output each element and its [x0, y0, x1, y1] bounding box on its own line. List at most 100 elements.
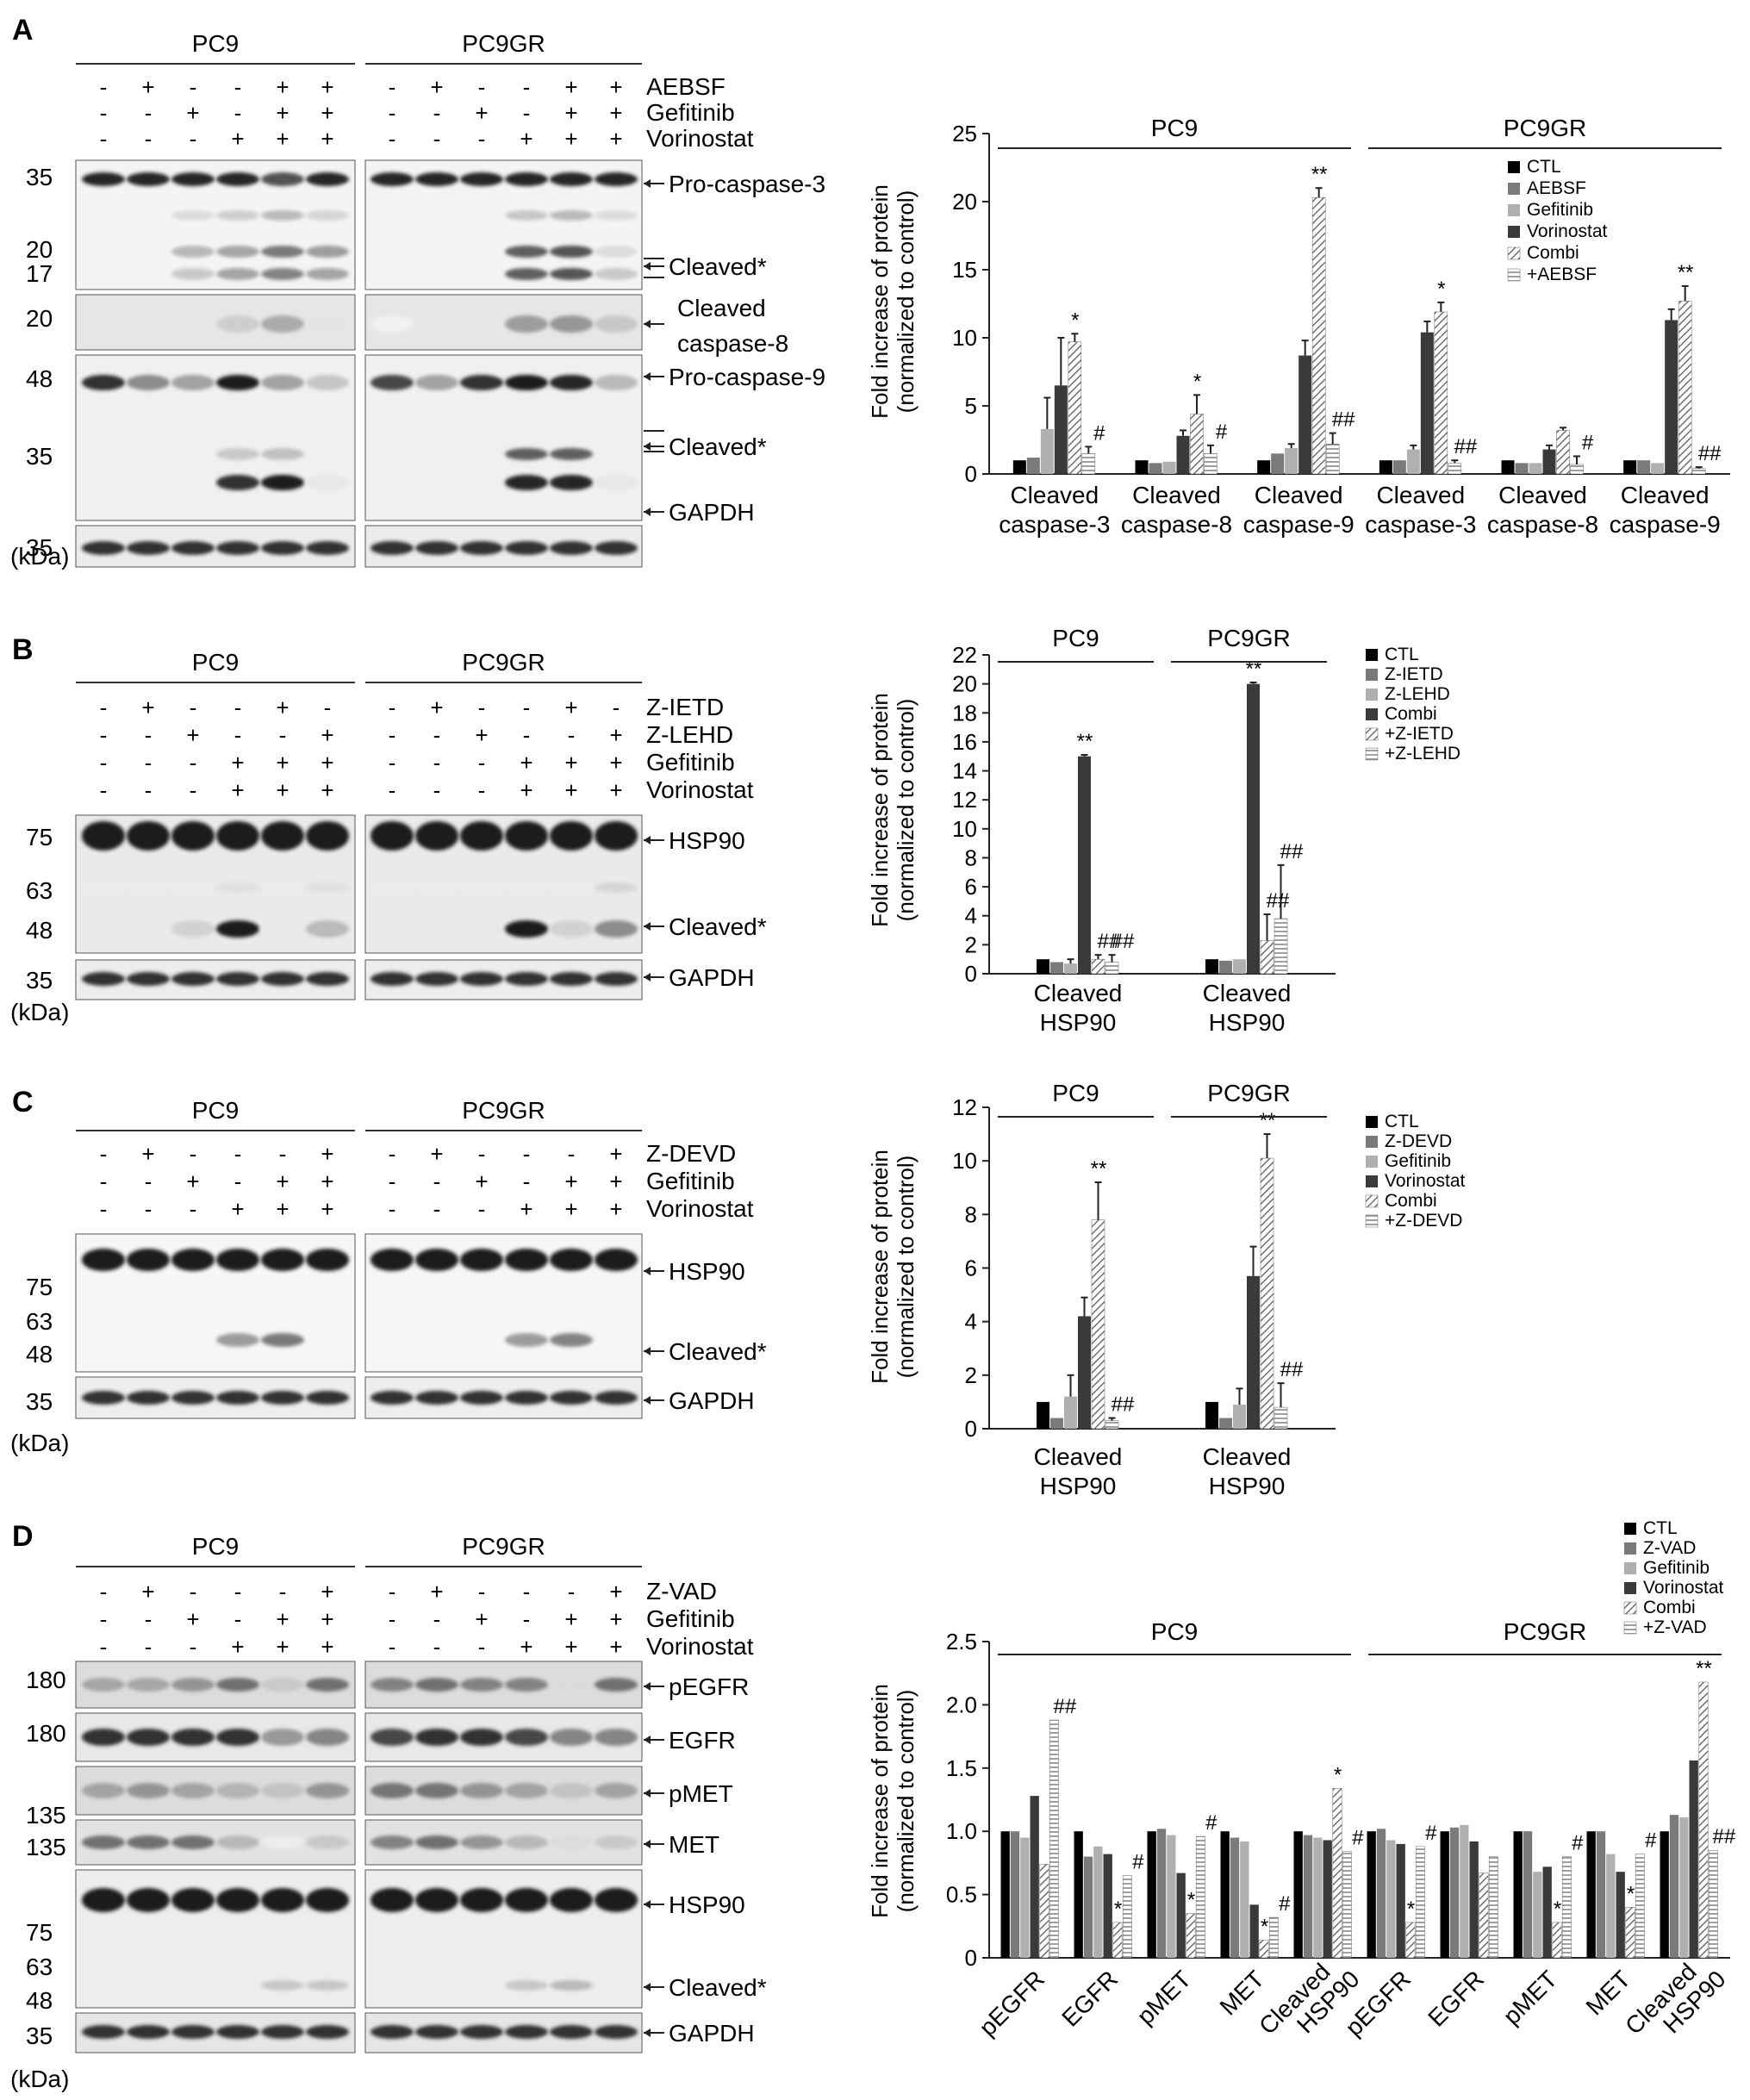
bar [1420, 332, 1434, 474]
bar [1083, 1856, 1093, 1958]
blot-band [505, 920, 548, 938]
category-label: caspase-3 [999, 511, 1110, 538]
blot-band [127, 1729, 170, 1746]
significance-mark: # [1645, 1829, 1657, 1853]
blot-band [82, 541, 125, 555]
band-arrowhead [644, 2028, 651, 2037]
significance-mark: ## [1098, 930, 1121, 953]
treatment-sign: + [609, 722, 622, 748]
blot-band [550, 541, 593, 555]
kda-marker: 35 [26, 443, 53, 470]
treatment-sign: - [279, 1141, 287, 1167]
y-axis-title: Fold increase of protein (normalized to c… [867, 1684, 919, 1918]
blot-band [595, 210, 638, 221]
bar [1195, 1835, 1205, 1959]
blot-band [505, 1333, 548, 1347]
bar [1386, 1840, 1396, 1958]
significance-mark: * [1407, 1897, 1415, 1921]
band-arrowhead [644, 922, 651, 931]
bar [1332, 1788, 1342, 1959]
blot-band [171, 1729, 215, 1746]
band-arrowhead [644, 1900, 651, 1909]
band-arrowhead [644, 1396, 651, 1405]
treatment-sign: - [433, 100, 441, 126]
blot-band [261, 972, 304, 986]
category-label: Cleaved [1034, 980, 1123, 1006]
bar [1311, 197, 1326, 475]
blot-band [415, 1678, 458, 1692]
y-tick-label: 12 [952, 787, 977, 813]
legend-label: CTL [1385, 645, 1419, 664]
treatment-sign: - [389, 722, 396, 748]
category-label: caspase-8 [1487, 511, 1598, 538]
treatment-sign: + [564, 1606, 577, 1632]
blot-panel-3: PC9 PC9GR- -+ +- -- -- -+ + Z-VAD- -- -+ +- -+ ++ + Gef… [10, 1533, 767, 2092]
bar [1635, 1854, 1645, 1959]
treatment-sign: + [321, 126, 333, 152]
y-tick-label: 4 [965, 903, 977, 929]
bar [1392, 460, 1406, 474]
kda-marker: 48 [26, 1987, 53, 2014]
bar [1367, 1831, 1376, 1958]
bar [1240, 1841, 1249, 1958]
band-label: EGFR [669, 1727, 736, 1754]
treatment-sign: + [609, 750, 622, 776]
treatment-sign: + [186, 722, 199, 748]
treatment-sign: + [430, 1579, 443, 1605]
bar [1691, 468, 1706, 475]
bar [1323, 1840, 1332, 1958]
blot-panel-0: PC9 PC9GR- -+ +- -- -+ ++ + AEBSF- -- -+ +- -+ ++ + Gef… [10, 30, 825, 570]
y-tick-label: 25 [952, 121, 977, 146]
blot-band [216, 541, 259, 555]
treatment-sign: - [279, 722, 287, 748]
blot-band [505, 2025, 548, 2039]
kda-marker: 180 [26, 1720, 66, 1747]
blot-band [550, 2025, 593, 2039]
blot-band [216, 2025, 259, 2039]
blot-band [216, 1783, 259, 1798]
bar [1488, 1856, 1498, 1959]
significance-mark: # [1572, 1832, 1584, 1855]
treatment-name: Vorinostat [646, 125, 754, 152]
band-arrowhead [644, 973, 651, 981]
blot-band [550, 448, 593, 460]
treatment-sign: + [564, 126, 577, 152]
category-label: caspase-9 [1610, 511, 1721, 538]
legend-swatch [1624, 1562, 1636, 1574]
significance-mark: ** [1260, 1109, 1276, 1132]
treatment-sign: - [478, 1141, 486, 1167]
chart-panel-1: 0 2 4 6 810 12 14 16 18 20 22 Fold increase of prot… [867, 625, 1460, 1036]
blot-band [550, 1678, 593, 1692]
blot-band [371, 882, 414, 893]
blot-band [415, 1783, 458, 1798]
legend-swatch [1366, 1175, 1378, 1187]
y-tick-label: 8 [965, 844, 977, 870]
blot-group-label: PC9 [192, 30, 239, 57]
treatment-sign: + [321, 1606, 333, 1632]
treatment-sign: - [100, 74, 108, 100]
blot-band [261, 1678, 304, 1692]
blot-band [371, 2025, 414, 2039]
treatment-name: AEBSF [646, 73, 726, 100]
treatment-sign: + [564, 1196, 577, 1222]
significance-mark: ## [1698, 442, 1722, 465]
legend-swatch [1366, 669, 1378, 681]
chart-group-label: PC9GR [1207, 1080, 1290, 1106]
blot-band [371, 172, 414, 186]
bar [1260, 1157, 1274, 1430]
bar [1230, 1837, 1240, 1958]
chart-group-label: PC9GR [1504, 1618, 1586, 1645]
legend-swatch [1366, 1156, 1378, 1168]
blot-band [82, 1249, 125, 1271]
blot-band [460, 172, 503, 186]
bar [1247, 1275, 1260, 1429]
bar [1406, 449, 1420, 474]
blot-band [550, 1783, 593, 1798]
significance-mark: ## [1053, 1695, 1076, 1718]
treatment-sign: - [145, 1606, 153, 1632]
bar [1561, 1856, 1572, 1959]
bar [1596, 1831, 1606, 1958]
treatment-sign: + [276, 126, 289, 152]
kda-marker: 180 [26, 1667, 66, 1693]
treatment-sign: - [145, 750, 153, 776]
